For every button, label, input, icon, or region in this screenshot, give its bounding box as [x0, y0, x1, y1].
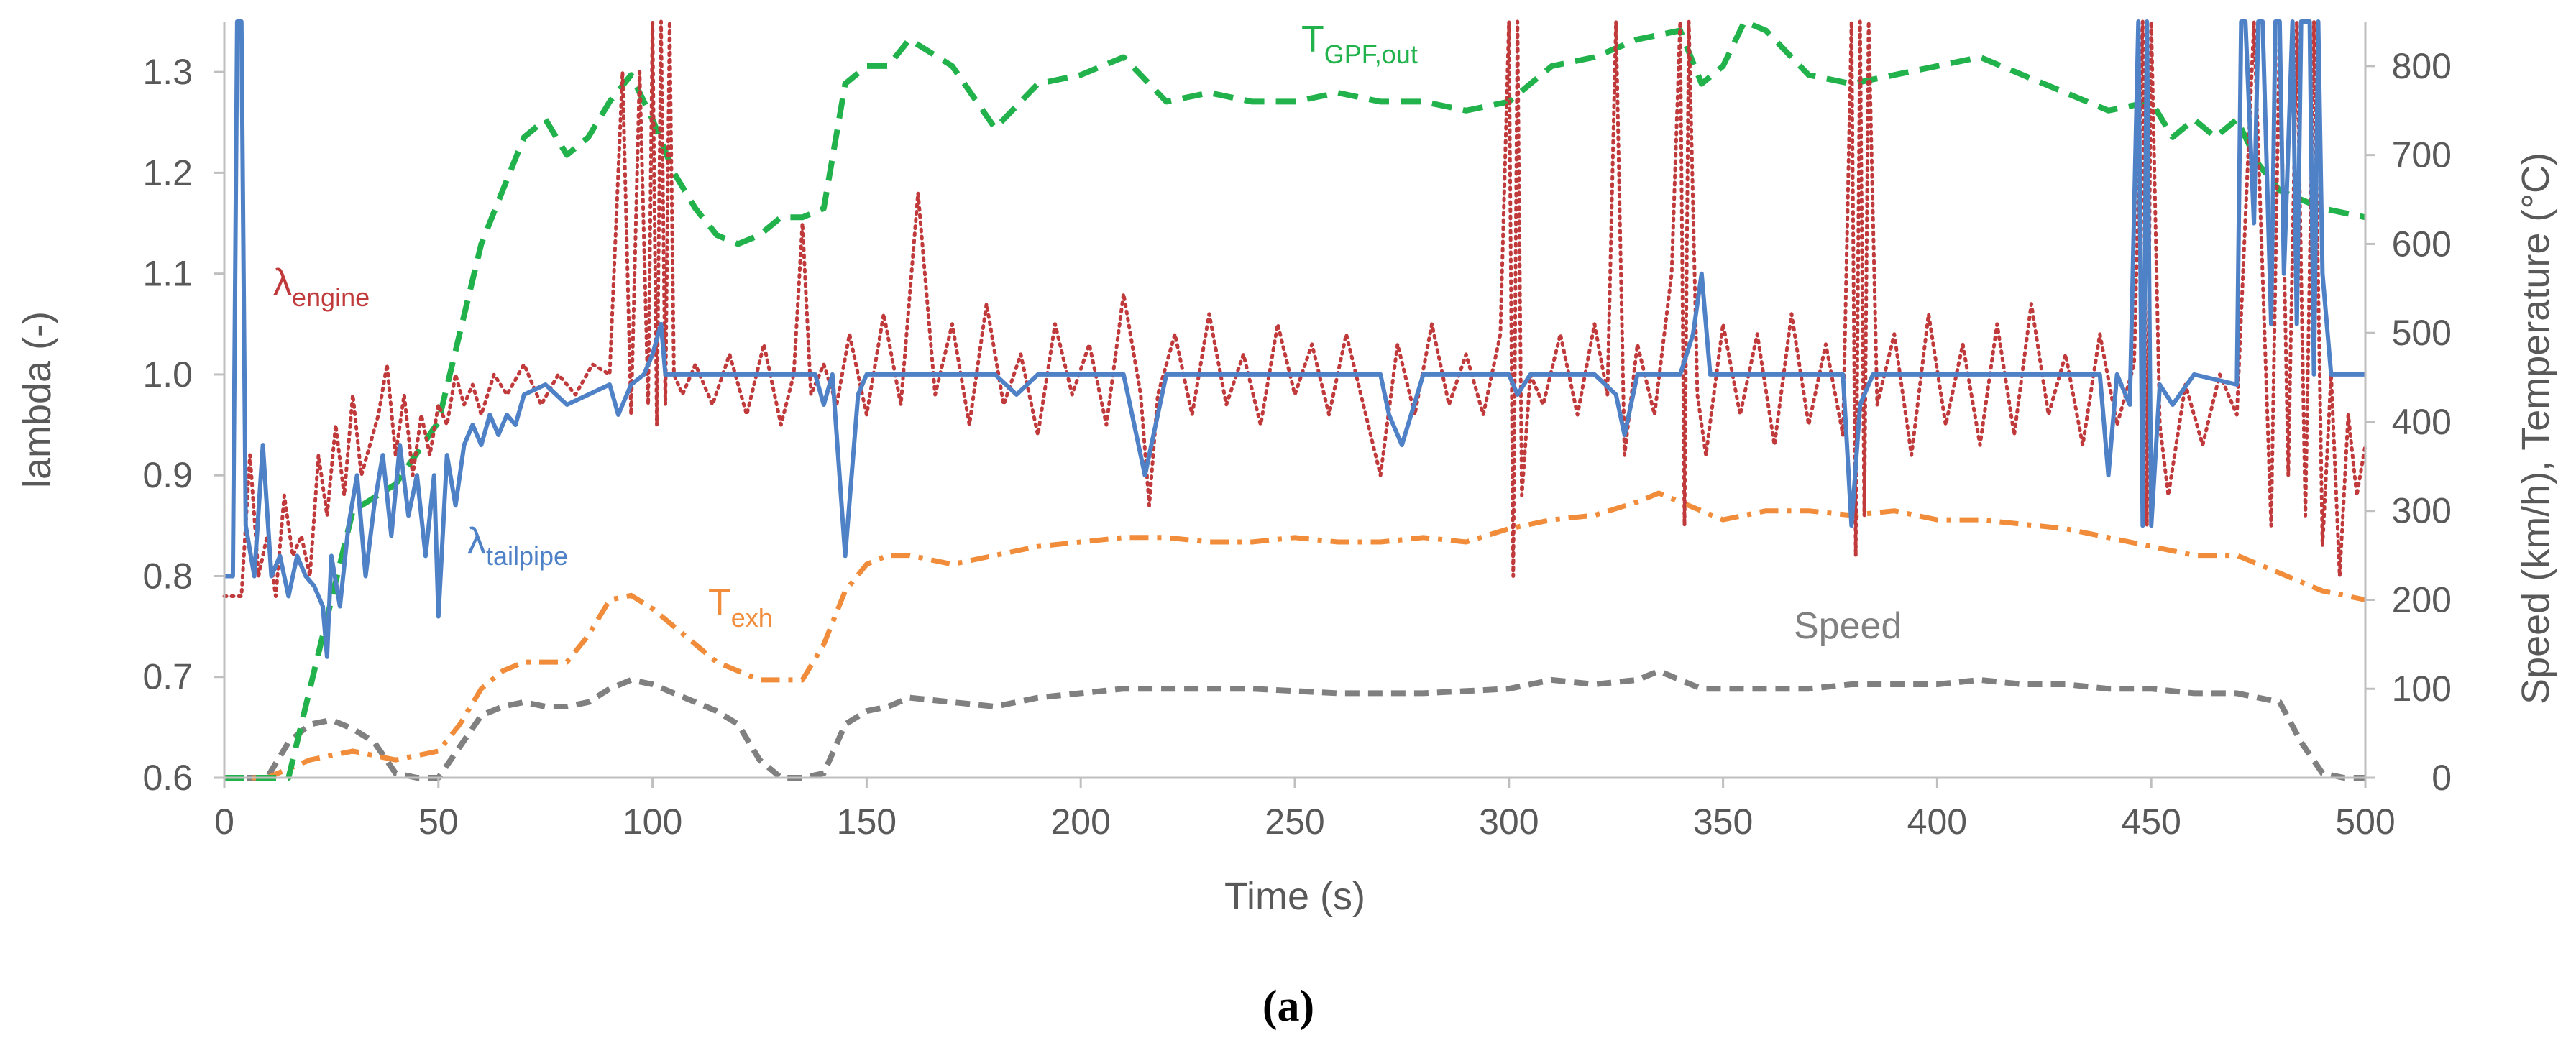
- y-left-tick-label: 1.0: [142, 354, 193, 395]
- x-tick-label: 250: [1265, 801, 1324, 842]
- series-line-lambda-tailpipe: [224, 19, 2365, 659]
- x-tick-label: 300: [1479, 801, 1539, 842]
- x-tick-label: 500: [2335, 801, 2395, 842]
- series-labels-layer: TGPF,out Texh Speed λtailpipe λengine: [273, 19, 1902, 647]
- series-line-t-exh: [224, 490, 2366, 781]
- series-label-lambda-tailpipe: λtailpipe: [467, 520, 568, 571]
- y-right-tick-label: 300: [2392, 491, 2452, 531]
- y-left-axis-title: lambda (-): [16, 311, 59, 488]
- y-left-tick-label: 0.8: [142, 556, 193, 596]
- y-left-tick-label: 0.9: [142, 455, 193, 495]
- x-tick-label: 450: [2121, 801, 2181, 842]
- x-tick-label: 0: [214, 801, 234, 842]
- series-line-lambda-engine: [222, 19, 2368, 598]
- x-tick-label: 100: [623, 801, 682, 842]
- ticks-layer: 0 50 100 150 200 250 300 350 400 450 500 0.6 0.7 0.8 0…: [142, 46, 2452, 842]
- y-right-tick-label: 400: [2392, 402, 2452, 442]
- series-label-speed: Speed: [1794, 605, 1902, 647]
- series-label-t-exh: Texh: [708, 582, 773, 633]
- series-label-t-gpf-out: TGPF,out: [1301, 19, 1418, 69]
- series-line-t-gpf-out: [224, 19, 2366, 781]
- series-label-lambda-engine: λengine: [273, 262, 370, 312]
- y-right-tick-label: 500: [2392, 313, 2452, 353]
- y-left-tick-label: 1.1: [142, 254, 193, 294]
- y-right-tick-label: 700: [2392, 135, 2452, 175]
- y-left-tick-label: 0.7: [142, 657, 193, 697]
- y-right-tick-label: 600: [2392, 224, 2452, 264]
- y-left-tick-label: 1.3: [142, 52, 193, 92]
- x-tick-label: 50: [418, 801, 459, 842]
- y-left-tick-label: 1.2: [142, 152, 193, 193]
- y-right-tick-label: 800: [2392, 46, 2452, 86]
- x-tick-label: 150: [837, 801, 897, 842]
- y-right-tick-label: 100: [2392, 668, 2452, 709]
- series-layer: [222, 19, 2368, 781]
- figure-caption: (a): [1262, 982, 1314, 1031]
- y-left-tick-label: 0.6: [142, 758, 193, 798]
- x-axis-title: Time (s): [1224, 875, 1365, 918]
- series-line-speed: [224, 668, 2365, 781]
- y-right-tick-label: 0: [2431, 758, 2452, 798]
- y-right-tick-label: 200: [2392, 579, 2452, 620]
- x-tick-label: 200: [1050, 801, 1110, 842]
- y-right-axis-title: Speed (km/h), Temperature (°C): [2514, 152, 2557, 704]
- x-tick-label: 400: [1907, 801, 1967, 842]
- x-tick-label: 350: [1693, 801, 1753, 842]
